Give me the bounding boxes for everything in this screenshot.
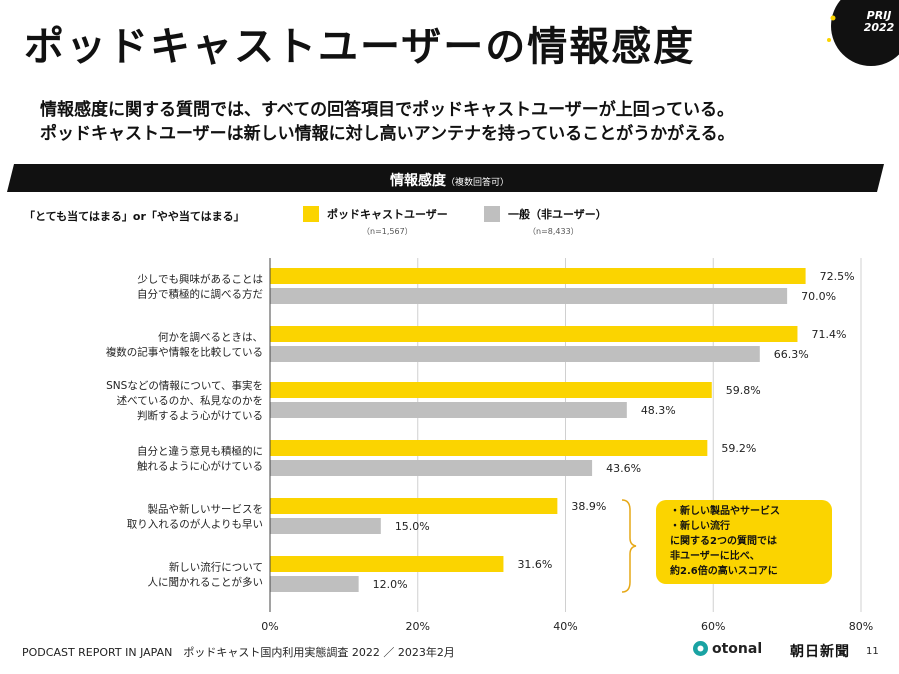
callout-line: 約2.6倍の高いスコアに [670,566,778,577]
callout-line: 非ユーザーに比べ、 [670,551,760,562]
callout-box: ・新しい製品やサービス ・新しい流行 に関する2つの質問では 非ユーザーに比べ、… [656,500,832,584]
page-number: 11 [866,646,879,657]
category-label: 少しでも興味があることは [137,273,263,286]
data-label-podcast: 71.4% [811,328,846,341]
category-label: 触れるように心がけている [137,460,263,473]
x-tick-label: 20% [406,620,430,633]
legend-label-podcast: ポッドキャストユーザー [327,208,448,221]
legend-label-general: 一般（非ユーザー） [508,208,607,221]
otonal-logo-icon [693,641,708,656]
bar-podcast [270,268,806,284]
x-tick-label: 60% [701,620,725,633]
category-label: 人に聞かれることが多い [148,576,264,589]
x-tick-label: 80% [849,620,873,633]
footer-source: PODCAST REPORT IN JAPAN ポッドキャスト国内利用実態調査 … [22,646,455,659]
subtitle-line-1: 情報感度に関する質問では、すべての回答項目でポッドキャストユーザーが上回っている… [40,100,734,120]
category-label: 製品や新しいサービスを [148,503,264,516]
bar-podcast [270,326,798,342]
bar-general [270,346,760,362]
asahi-logo: 朝日新聞 [790,644,850,660]
x-tick-label: 0% [261,620,278,633]
chart-title-text: 情報感度 [389,173,446,189]
category-label: 新しい流行について [169,561,263,574]
prij-badge [827,0,899,66]
badge-line-1: PRIJ [866,9,892,22]
x-tick-label: 40% [553,620,577,633]
category-label: 取り入れるのが人よりも早い [127,518,263,531]
badge-line-2: 2022 [863,21,895,34]
otonal-logo: otonal [692,640,762,657]
bar-podcast [270,440,708,456]
bar-general [270,288,788,304]
otonal-logo-text: otonal [712,640,763,657]
chart-title-banner [7,164,884,192]
category-label: 自分で積極的に調べる方だ [137,288,263,301]
data-label-general: 43.6% [606,462,641,475]
data-label-general: 70.0% [801,290,836,303]
bar-general [270,518,381,534]
legend-n-general: （n=8,433） [528,227,579,236]
page-title: ポッドキャストユーザーの情報感度 [24,24,696,70]
criteria-label: 「とても当てはまる」or「やや当てはまる」 [24,210,245,223]
subtitle-line-2: ポッドキャストユーザーは新しい情報に対し高いアンテナを持っていることがうかがえる… [40,124,735,144]
data-label-podcast: 59.8% [726,384,761,397]
data-label-general: 66.3% [774,348,809,361]
bar-podcast [270,556,504,572]
bar-podcast [270,382,712,398]
data-label-podcast: 59.2% [721,442,756,455]
data-label-general: 15.0% [395,520,430,533]
data-label-general: 48.3% [641,404,676,417]
data-label-podcast: 72.5% [820,270,855,283]
category-label: 判断するよう心がけている [137,409,263,422]
bar-podcast [270,498,558,514]
legend-item-podcast: ポッドキャストユーザー [303,206,448,222]
category-label: 何かを調べるときは、 [158,331,263,344]
category-label: SNSなどの情報について、事実を [106,379,263,392]
category-label: 複数の記事や情報を比較している [106,346,263,359]
callout-bracket [621,499,637,593]
subtitle: 情報感度に関する質問では、すべての回答項目でポッドキャストユーザーが上回っている… [40,98,735,146]
data-label-podcast: 38.9% [571,500,606,513]
category-label: 自分と違う意見も積極的に [137,445,263,458]
data-label-general: 12.0% [373,578,408,591]
bar-general [270,460,593,476]
legend-swatch-general [484,206,500,222]
bar-general [270,402,627,418]
legend-item-general: 一般（非ユーザー） [484,206,607,222]
bar-general [270,576,359,592]
badge-label: PRIJ 2022 [851,10,899,34]
chart-title: 情報感度（複数回答可） [0,170,899,190]
callout-line: に関する2つの質問では [670,536,777,547]
callout-line: ・新しい流行 [670,521,730,532]
callout-line: ・新しい製品やサービス [670,506,780,517]
legend-swatch-podcast [303,206,319,222]
legend-n-podcast: （n=1,567） [362,227,413,236]
category-label: 述べているのか、私見なのかを [117,395,263,407]
chart-title-note: （複数回答可） [445,178,509,188]
data-label-podcast: 31.6% [517,558,552,571]
